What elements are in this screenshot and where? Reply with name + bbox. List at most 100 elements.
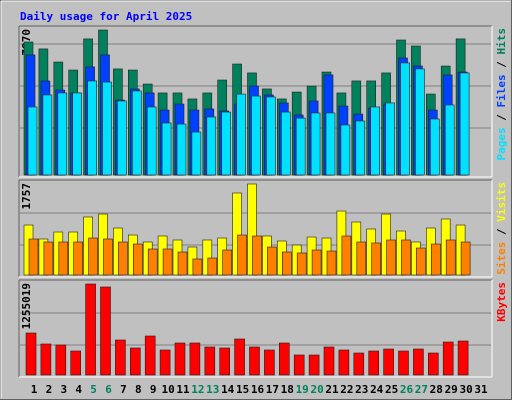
bar: [326, 250, 337, 276]
x-tick-label: 4: [75, 383, 82, 396]
x-tick-label: 19: [296, 383, 309, 396]
x-tick-label: 23: [355, 383, 368, 396]
bar: [118, 241, 128, 276]
bar: [72, 92, 82, 176]
bar: [266, 96, 276, 176]
bar: [25, 332, 37, 376]
bar: [341, 235, 352, 276]
bar: [117, 100, 127, 176]
bar: [368, 350, 380, 376]
bar: [42, 94, 53, 176]
bar: [293, 354, 305, 376]
bar: [85, 283, 96, 376]
legend-separator: /: [495, 55, 508, 75]
bar: [115, 339, 126, 376]
bar: [355, 120, 366, 176]
bar: [267, 246, 277, 276]
legend: KBytes: [495, 282, 508, 322]
y-tick-label: 1757: [20, 183, 33, 210]
bar: [57, 92, 68, 176]
x-tick-label: 22: [340, 383, 353, 396]
bar: [310, 112, 321, 176]
bar: [308, 354, 320, 376]
bar: [130, 347, 141, 376]
bar: [400, 62, 410, 176]
bar: [311, 249, 322, 276]
x-tick-label: 6: [105, 383, 112, 396]
bar: [280, 111, 291, 176]
x-tick-label: 24: [370, 383, 384, 396]
bar: [191, 131, 202, 176]
bar: [133, 243, 143, 276]
bar: [296, 252, 307, 276]
x-tick-label: 18: [281, 383, 294, 396]
bar: [247, 183, 257, 276]
legend-label: Hits: [495, 28, 508, 55]
bar: [459, 72, 470, 176]
x-tick-label: 13: [206, 383, 219, 396]
x-tick-label: 26: [400, 383, 414, 396]
bar: [444, 104, 455, 176]
bar: [427, 352, 439, 376]
bar: [159, 349, 171, 376]
bar: [445, 239, 456, 276]
bar: [219, 347, 230, 376]
x-tick-label: 5: [90, 383, 97, 396]
bar: [398, 350, 409, 376]
legend-label: Pages: [495, 127, 508, 160]
x-tick-label: 28: [430, 383, 443, 396]
bar: [236, 93, 246, 176]
bar: [147, 248, 158, 276]
bar: [430, 243, 441, 276]
bar: [87, 80, 97, 176]
x-tick-label: 9: [150, 383, 157, 396]
y-tick-label: 1255019: [20, 283, 33, 329]
bar: [385, 102, 395, 176]
legend-label: Files: [495, 74, 508, 107]
bar: [383, 348, 394, 376]
x-tick-label: 21: [325, 383, 339, 396]
bar: [27, 106, 38, 176]
bar: [295, 117, 306, 176]
bar: [132, 90, 142, 176]
x-tick-label: 14: [221, 383, 235, 396]
bar: [460, 241, 471, 276]
x-tick-label: 2: [46, 383, 53, 396]
bar: [162, 248, 173, 276]
bar: [232, 192, 242, 276]
bar: [264, 349, 275, 376]
chart-title: Daily usage for April 2025: [20, 10, 192, 23]
bar: [146, 106, 157, 176]
bar: [202, 239, 213, 276]
x-tick-label: 30: [459, 383, 472, 396]
bar: [204, 346, 216, 376]
bar: [43, 241, 54, 276]
bar: [55, 344, 67, 376]
bar: [252, 235, 262, 276]
bar: [278, 342, 290, 376]
x-tick-label: 16: [251, 383, 265, 396]
bar: [249, 346, 260, 376]
bar: [429, 118, 440, 176]
legend-label: Visits: [495, 182, 508, 222]
legend-label: Sites: [495, 242, 508, 275]
bar: [237, 234, 247, 276]
bar: [144, 335, 156, 376]
bar: [325, 112, 336, 176]
x-tick-label: 27: [415, 383, 428, 396]
bar: [100, 286, 111, 376]
bar: [40, 343, 52, 376]
bar: [416, 247, 426, 276]
x-tick-label: 29: [445, 383, 458, 396]
bar: [222, 249, 232, 276]
bar: [401, 239, 411, 276]
x-tick-label: 8: [135, 383, 142, 396]
bar: [340, 124, 351, 176]
bar: [174, 342, 186, 376]
x-tick-label: 10: [161, 383, 174, 396]
legend: Pages / Files / Hits: [495, 28, 508, 161]
x-tick-label: 25: [385, 383, 398, 396]
legend-separator: /: [495, 108, 508, 128]
bar: [177, 251, 188, 276]
legend-label: KBytes: [495, 282, 508, 322]
